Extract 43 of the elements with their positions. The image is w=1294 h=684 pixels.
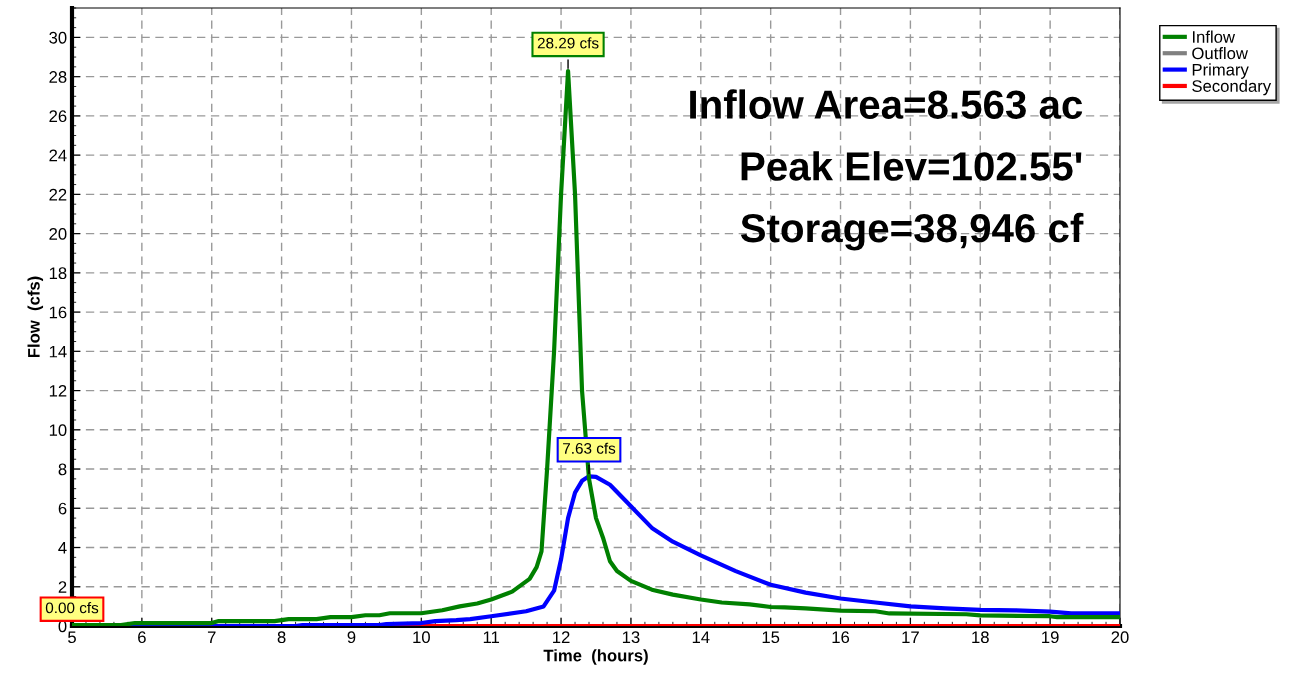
y-tick-label: 4 (58, 542, 67, 554)
x-tick-label: 10 (413, 631, 430, 644)
annotation: Storage=38,946 cf (740, 212, 1084, 251)
x-tick-label: 20 (1111, 631, 1129, 644)
x-tick-label: 7 (207, 631, 216, 643)
y-tick-label: 16 (49, 306, 67, 319)
x-tick-label: 8 (277, 631, 286, 644)
y-tick-label: 10 (49, 424, 67, 437)
y-tick-label: 24 (49, 149, 67, 162)
legend-label: Primary (1192, 63, 1249, 79)
x-axis-title: Time (hours) (543, 649, 648, 665)
x-tick-label: 6 (138, 631, 146, 644)
legend-label: Outflow (1192, 46, 1248, 60)
x-tick-label: 17 (902, 631, 919, 643)
x-tick-label: 18 (972, 631, 989, 644)
y-axis-title: Flow (cfs) (27, 276, 44, 358)
annotation: Peak Elev=102.55' (741, 151, 1082, 181)
y-tick-label: 20 (49, 228, 67, 240)
y-tick-label: 2 (58, 581, 67, 593)
x-tick-label: 5 (68, 631, 76, 644)
legend-label: Inflow (1192, 30, 1236, 43)
y-tick-label: 18 (49, 267, 67, 280)
x-tick-label: 15 (762, 631, 780, 644)
x-tick-label: 16 (832, 631, 850, 644)
legend-label: Secondary (1192, 79, 1272, 96)
annotation: 0.00 cfs (45, 602, 99, 614)
y-tick-label: 30 (49, 31, 67, 44)
x-tick-label: 12 (553, 631, 570, 643)
annotation: 28.29 cfs (537, 37, 599, 49)
y-tick-label: 22 (49, 188, 67, 201)
x-tick-label: 14 (692, 631, 710, 643)
x-tick-label: 13 (622, 631, 640, 644)
y-tick-label: 6 (58, 502, 67, 515)
x-tick-label: 9 (347, 631, 356, 644)
annotation: 7.63 cfs (563, 442, 616, 454)
x-tick-label: 19 (1042, 631, 1059, 644)
y-tick-label: 12 (49, 384, 67, 397)
y-tick-label: 26 (49, 110, 67, 123)
x-tick-label: 11 (483, 631, 500, 643)
y-tick-label: 14 (49, 345, 67, 358)
y-tick-label: 8 (58, 463, 67, 476)
annotation: Inflow Area=8.563 ac (690, 89, 1083, 119)
y-tick-label: 28 (49, 71, 67, 83)
